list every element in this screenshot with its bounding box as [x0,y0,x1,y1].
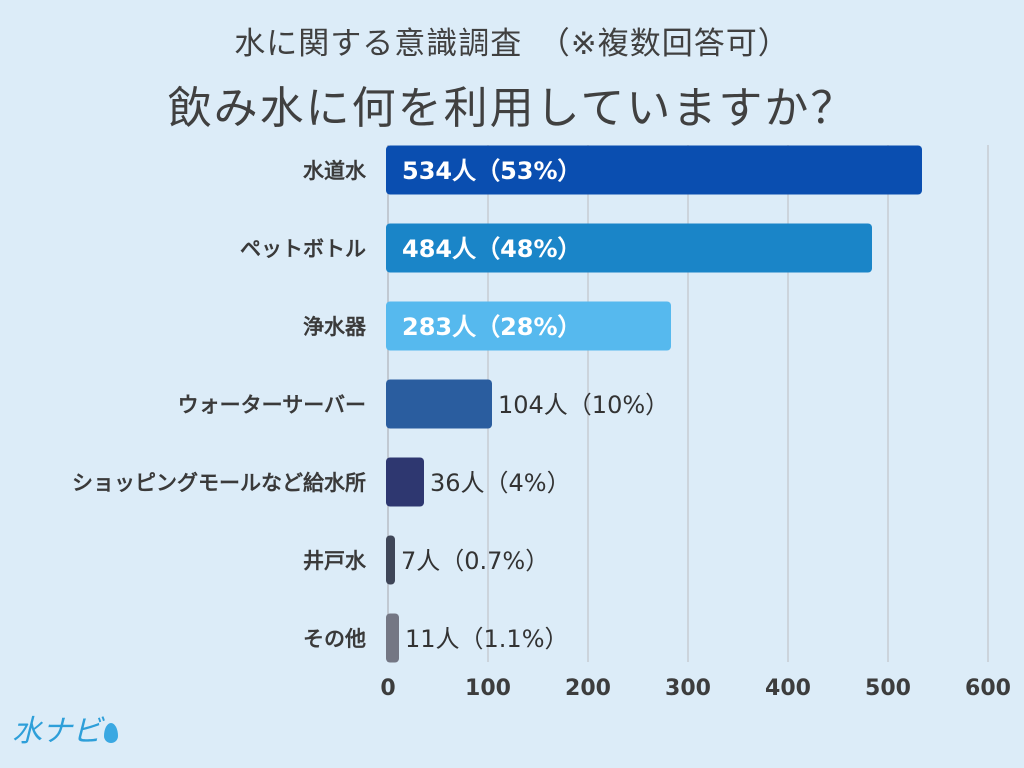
bar [386,223,872,273]
chart-subtitle: 飲み水に何を利用していますか？ [167,83,857,134]
data-label: 283人（28%） [402,313,582,341]
chart-title: 水に関する意識調査 （※複数回答可） [234,26,790,62]
water-drop-icon [104,723,118,743]
y-category-label: ペットボトル [240,237,366,261]
bar [386,457,424,507]
x-tick-label: 600 [965,676,1011,701]
y-category-label: 浄水器 [303,315,367,339]
x-tick-label: 0 [380,676,395,701]
x-tick-label: 500 [865,676,911,701]
bar [386,535,395,585]
x-tick-label: 400 [765,676,811,701]
y-category-label: 井戸水 [303,549,367,573]
data-label: 11人（1.1%） [405,625,569,653]
y-category-label: その他 [303,627,366,651]
bar [386,379,492,429]
bar [386,613,399,663]
data-label: 104人（10%） [498,391,669,419]
y-category-label: ショッピングモールなど給水所 [72,471,366,495]
x-tick-label: 100 [465,676,511,701]
y-category-label: ウォーターサーバー [178,393,366,417]
y-category-label: 水道水 [303,159,367,183]
data-label: 484人（48%） [402,235,582,263]
bar [386,145,922,195]
data-label: 534人（53%） [402,157,582,185]
logo: 水ナビ [12,706,118,750]
data-label: 7人（0.7%） [401,547,549,575]
x-tick-label: 200 [565,676,611,701]
bar [386,301,671,351]
logo-text: 水ナビ [12,714,102,749]
x-tick-label: 300 [665,676,711,701]
data-label: 36人（4%） [430,469,571,497]
